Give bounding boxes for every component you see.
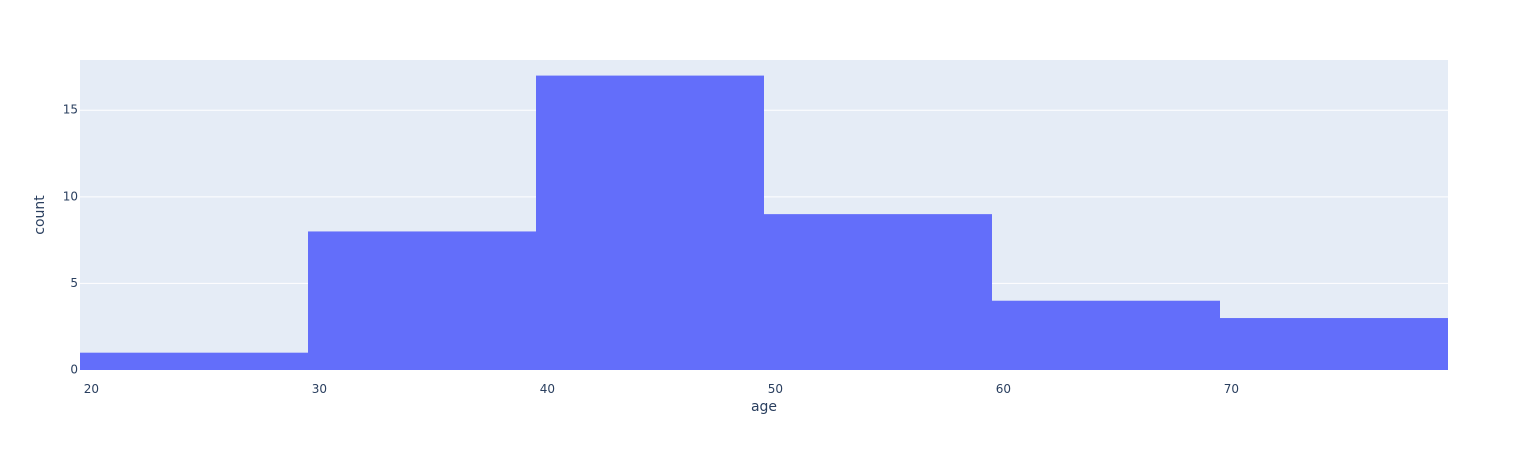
- y-tick-label: 15: [63, 103, 78, 117]
- y-tick-label: 10: [63, 189, 78, 203]
- y-axis-title: count: [32, 195, 48, 235]
- histogram-bar-6: [1220, 318, 1448, 370]
- x-tick-label: 40: [540, 382, 555, 396]
- histogram-bar-4: [764, 214, 992, 370]
- histogram-bar-3: [536, 75, 764, 370]
- y-tick-label: 5: [70, 276, 78, 290]
- x-tick-label: 70: [1224, 382, 1239, 396]
- x-tick-label: 50: [768, 382, 783, 396]
- x-tick-label: 60: [996, 382, 1011, 396]
- y-tick-label: 0: [70, 363, 78, 377]
- histogram-bar-1: [80, 352, 308, 370]
- x-axis-title: age: [751, 399, 777, 415]
- tick-labels: 20 30 40 50 60 70 0 5 10 15: [63, 103, 1239, 396]
- histogram-bar-2: [308, 231, 536, 370]
- bars: [80, 75, 1448, 370]
- x-tick-label: 20: [84, 382, 99, 396]
- x-tick-label: 30: [312, 382, 327, 396]
- histogram-bar-5: [992, 300, 1220, 370]
